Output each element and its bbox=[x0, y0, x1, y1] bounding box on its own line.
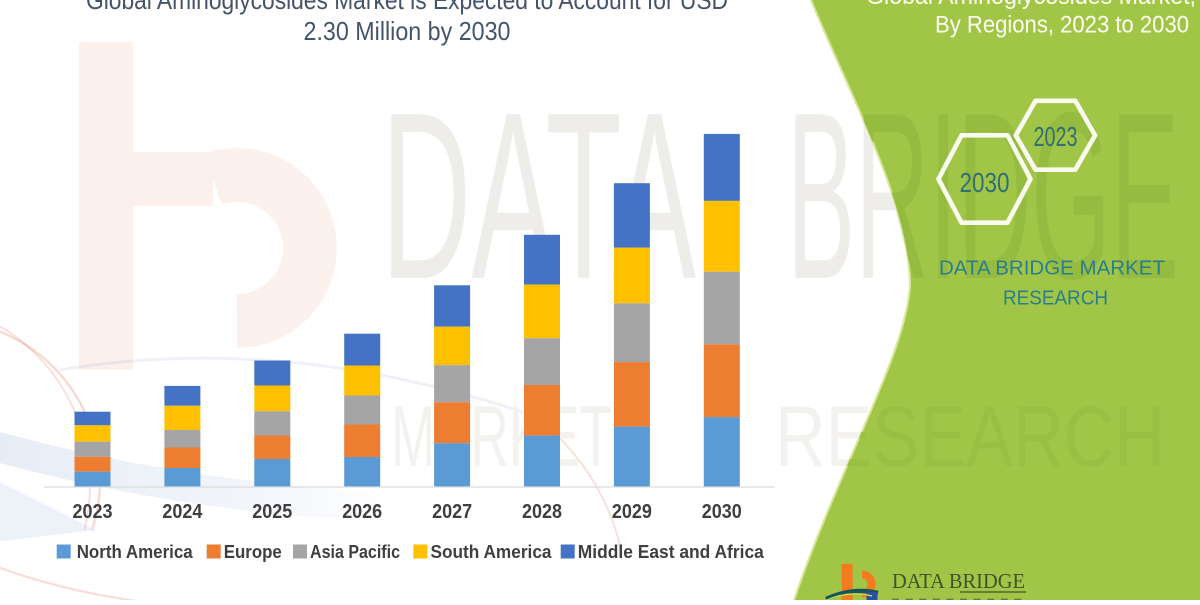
svg-text:RESEARCH: RESEARCH bbox=[1003, 288, 1108, 310]
svg-text:South America: South America bbox=[431, 542, 553, 562]
svg-text:2023: 2023 bbox=[1034, 121, 1078, 152]
svg-text:2030: 2030 bbox=[702, 501, 742, 523]
svg-text:MARKET: MARKET bbox=[391, 389, 612, 485]
svg-text:Middle East and Africa: Middle East and Africa bbox=[578, 542, 765, 562]
svg-text:Global Aminoglycosides Market,: Global Aminoglycosides Market, bbox=[866, 0, 1196, 10]
svg-text:North America: North America bbox=[77, 542, 194, 562]
svg-text:2030: 2030 bbox=[960, 167, 1010, 198]
svg-text:DATA BRIDGE MARKET: DATA BRIDGE MARKET bbox=[939, 258, 1165, 280]
svg-text:2026: 2026 bbox=[342, 501, 382, 523]
svg-text:2023: 2023 bbox=[73, 501, 113, 523]
svg-text:DATA BRIDGE: DATA BRIDGE bbox=[892, 569, 1025, 593]
svg-text:Europe: Europe bbox=[224, 542, 282, 562]
svg-text:Asia Pacific: Asia Pacific bbox=[310, 542, 400, 562]
svg-text:2028: 2028 bbox=[522, 501, 562, 523]
svg-text:2.30 Million by 2030: 2.30 Million by 2030 bbox=[304, 16, 511, 46]
svg-text:Global Aminoglycosides Market: Global Aminoglycosides Market is Expecte… bbox=[86, 0, 728, 15]
svg-text:By Regions, 2023 to 2030: By Regions, 2023 to 2030 bbox=[935, 12, 1189, 39]
svg-text:2029: 2029 bbox=[612, 501, 652, 523]
svg-text:2027: 2027 bbox=[432, 501, 472, 523]
svg-text:2025: 2025 bbox=[252, 501, 292, 523]
svg-text:2024: 2024 bbox=[162, 501, 203, 523]
